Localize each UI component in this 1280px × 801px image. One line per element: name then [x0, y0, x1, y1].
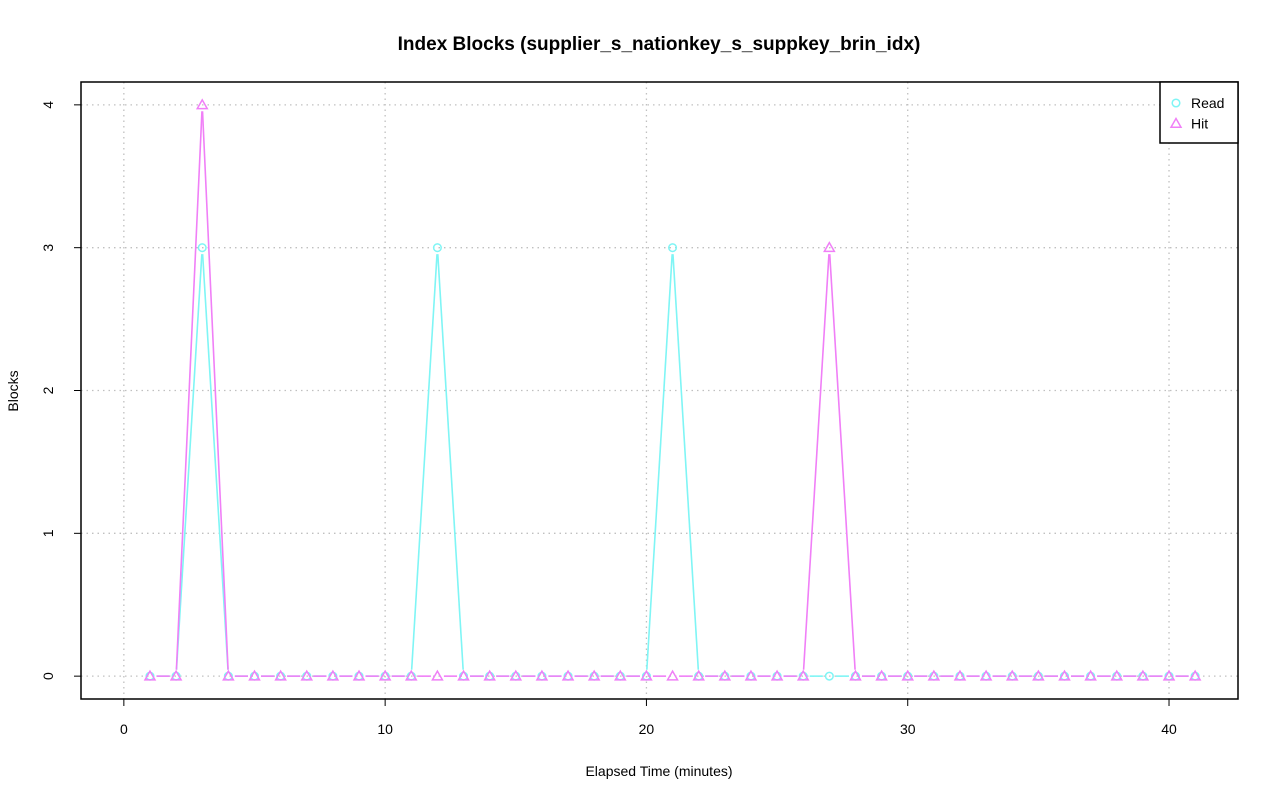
data-point	[483, 669, 496, 681]
data-point	[692, 669, 705, 681]
data-point	[1110, 669, 1124, 681]
series-hit	[143, 98, 1202, 681]
data-point	[823, 241, 836, 253]
data-point	[274, 669, 287, 681]
y-tick-label: 4	[40, 101, 56, 109]
y-tick-label: 3	[40, 244, 56, 252]
data-point	[1005, 669, 1019, 681]
data-point	[378, 669, 392, 681]
data-point	[404, 669, 418, 681]
data-point	[640, 669, 653, 681]
y-tick-label: 1	[40, 529, 56, 537]
data-point	[1162, 669, 1176, 681]
legend-read-label: Read	[1191, 95, 1224, 111]
x-tick-label: 30	[900, 721, 916, 737]
legend-hit-label: Hit	[1191, 116, 1208, 132]
legend: Read Hit	[1159, 81, 1239, 144]
data-point	[1188, 669, 1202, 681]
data-point	[718, 669, 732, 681]
data-point	[169, 669, 183, 681]
chart-title: Index Blocks (supplier_s_nationkey_s_sup…	[398, 34, 921, 55]
data-point	[509, 669, 523, 681]
series-layer	[143, 98, 1202, 681]
data-point	[668, 243, 678, 253]
data-point	[195, 98, 209, 110]
x-tick-label: 20	[639, 721, 655, 737]
series-read	[145, 243, 1200, 681]
series-segment	[201, 254, 229, 670]
data-point	[352, 669, 366, 681]
x-tick-label: 10	[377, 721, 393, 737]
data-point	[927, 669, 941, 681]
data-point	[770, 669, 784, 681]
data-point	[614, 669, 627, 681]
data-point	[300, 669, 314, 681]
x-axis-label: Elapsed Time (minutes)	[585, 763, 732, 779]
x-tick-label: 0	[120, 721, 128, 737]
data-point	[849, 669, 862, 681]
series-segment	[828, 254, 856, 670]
x-tick-label: 40	[1161, 721, 1177, 737]
series-segment	[646, 254, 673, 670]
data-point	[431, 669, 444, 681]
series-segment	[436, 254, 464, 670]
data-point	[587, 669, 601, 681]
data-point	[875, 669, 888, 681]
data-point	[1032, 669, 1045, 681]
series-segment	[802, 254, 830, 670]
legend-box	[1159, 81, 1239, 144]
legend-read-marker	[1171, 98, 1181, 108]
grid	[81, 82, 1238, 699]
data-point	[248, 669, 261, 681]
data-point	[1136, 669, 1150, 681]
series-segment	[175, 111, 203, 670]
data-point	[744, 669, 758, 681]
series-segment	[175, 254, 203, 670]
axes: 0 10 20 30 40 0 1 2 3 4	[40, 101, 1177, 737]
data-point	[1058, 669, 1071, 681]
series-segment	[410, 254, 438, 670]
data-point	[824, 671, 834, 681]
data-point	[143, 669, 157, 681]
data-point	[901, 669, 915, 681]
data-point	[432, 243, 442, 253]
data-point	[457, 669, 470, 681]
data-point	[666, 669, 679, 681]
y-tick-label: 0	[40, 672, 56, 680]
y-tick-label: 2	[40, 386, 56, 394]
legend-hit-marker	[1169, 116, 1183, 128]
data-point	[197, 243, 207, 253]
plot-frame	[80, 81, 1239, 700]
data-point	[953, 669, 967, 681]
series-segment	[672, 254, 700, 670]
data-point	[561, 669, 575, 681]
data-point	[326, 669, 340, 681]
data-point	[1084, 669, 1097, 681]
data-point	[535, 669, 549, 681]
series-segment	[201, 111, 229, 670]
data-point	[979, 669, 993, 681]
y-axis-label: Blocks	[5, 370, 21, 411]
data-point	[796, 669, 810, 681]
data-point	[222, 669, 235, 681]
